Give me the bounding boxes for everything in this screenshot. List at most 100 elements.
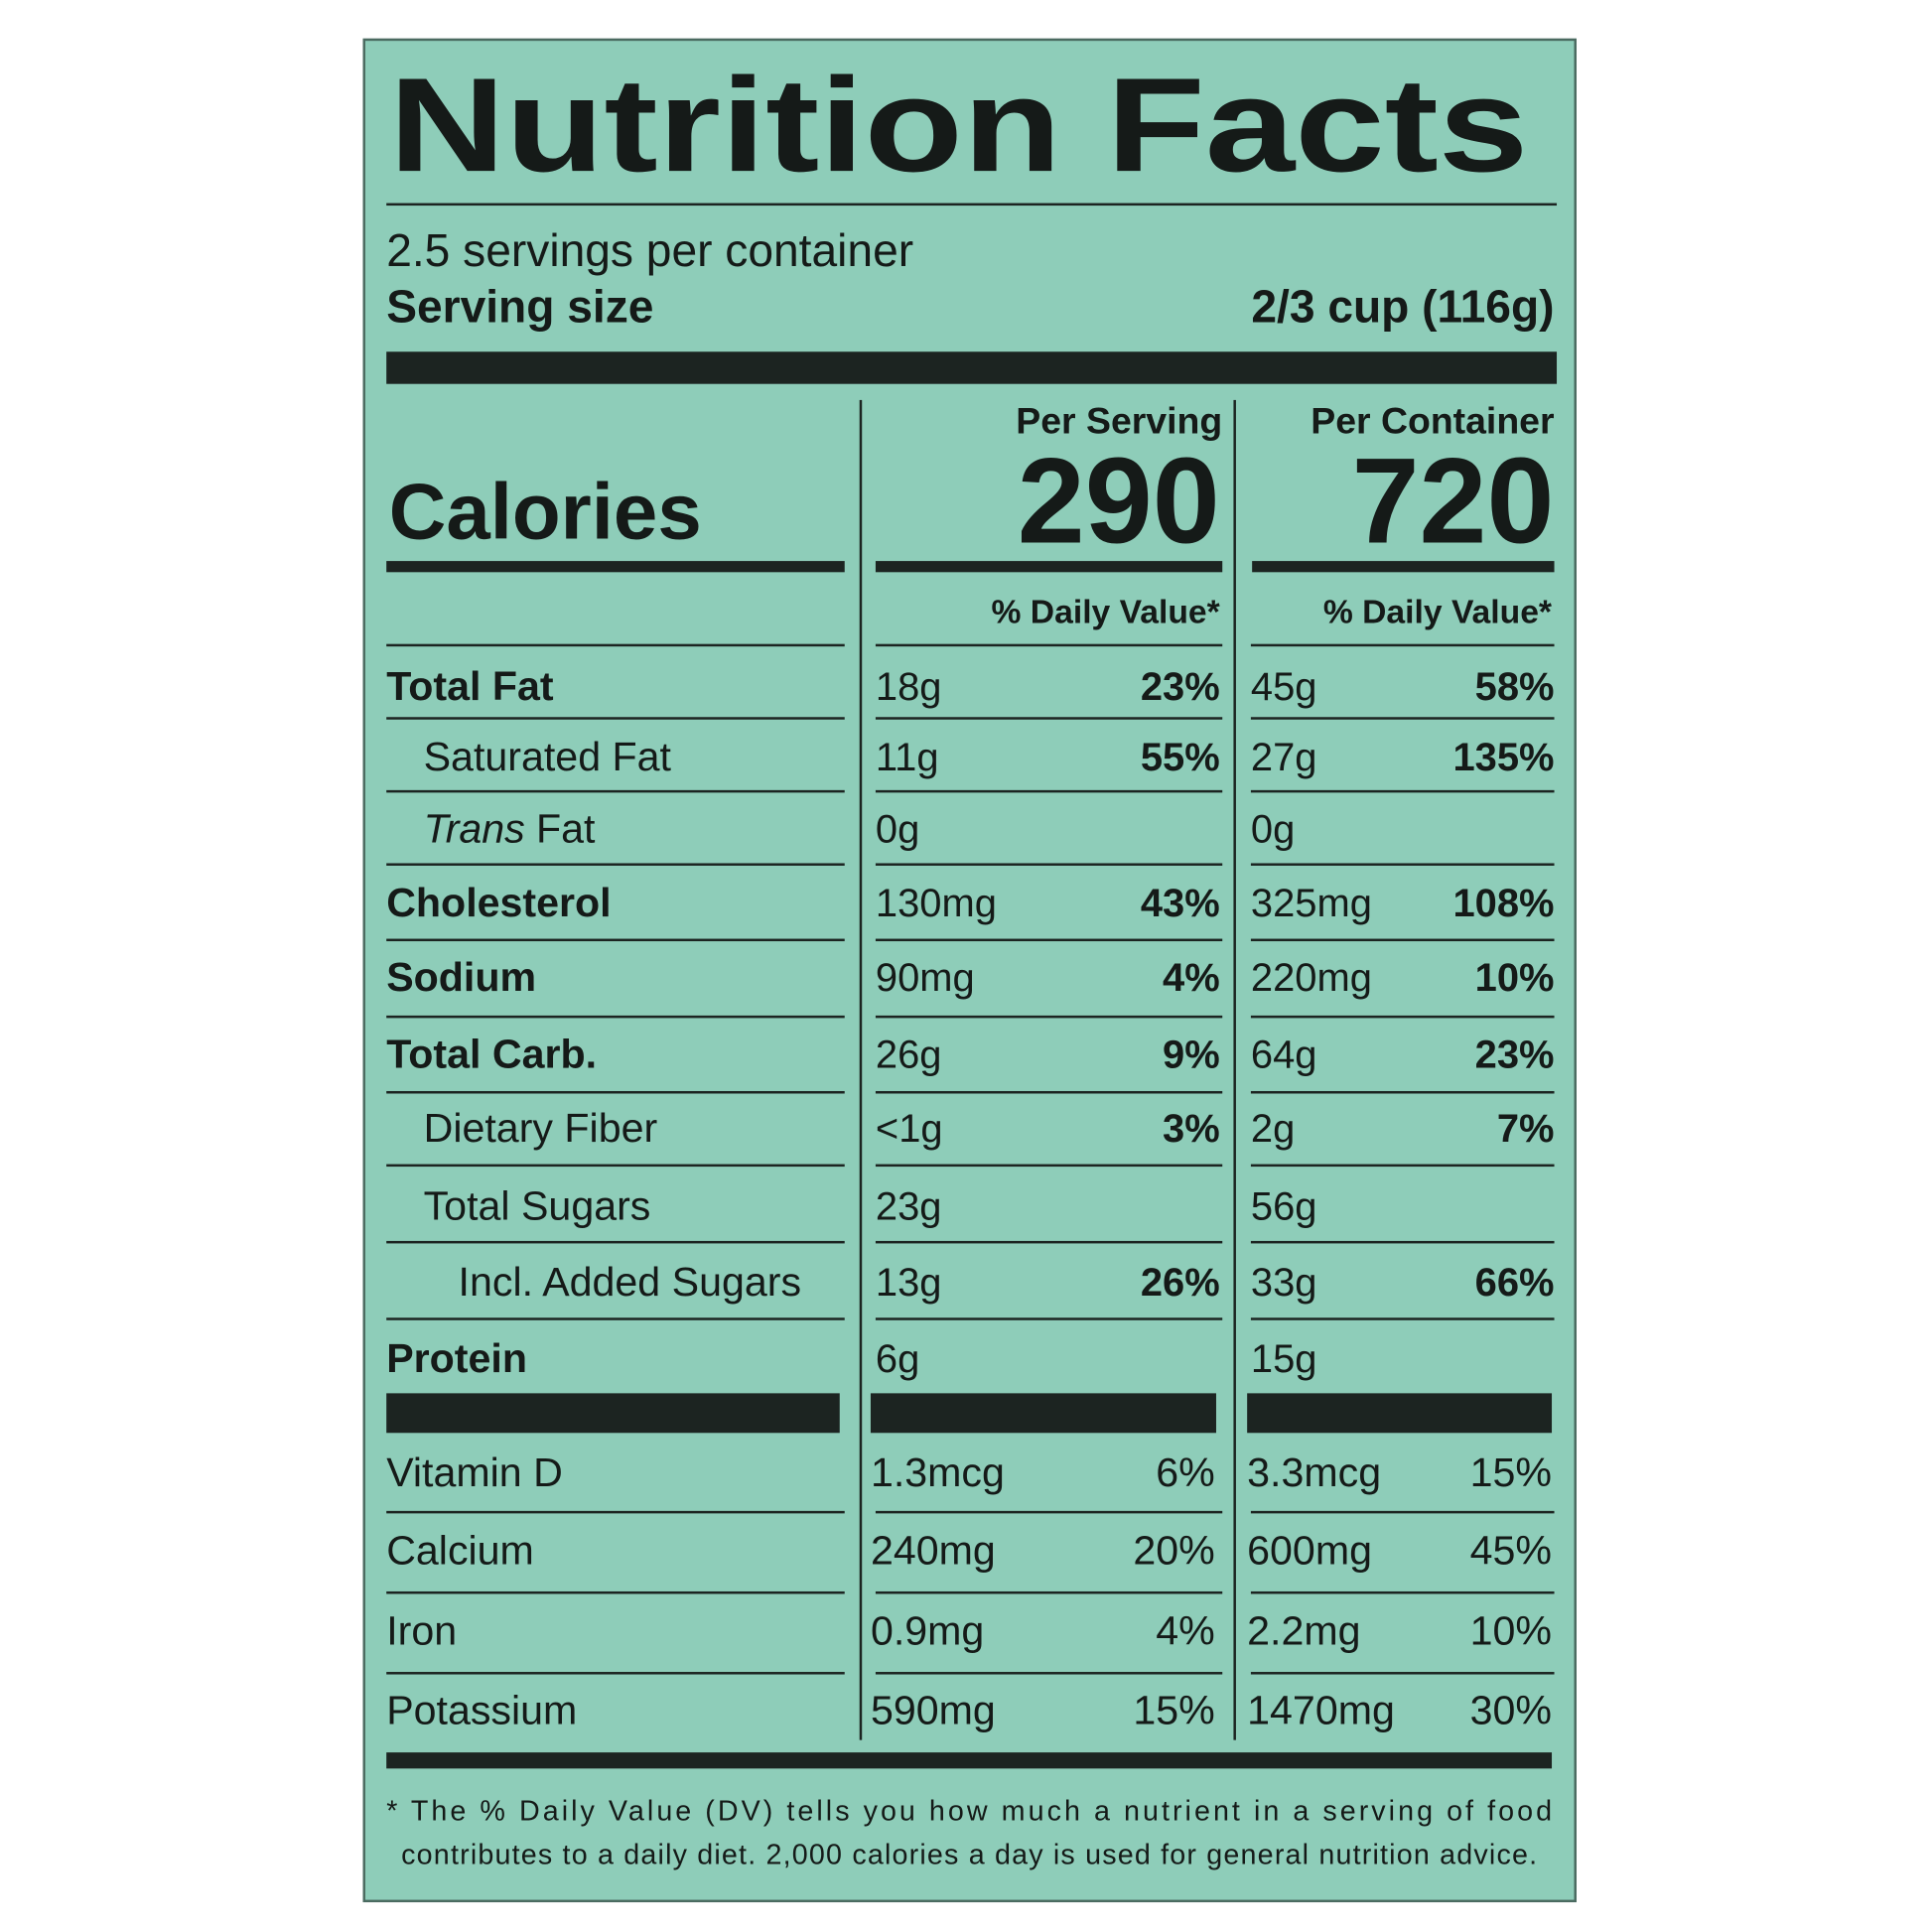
- daily-value: 15%: [1133, 1687, 1214, 1732]
- serving-size-value: 2/3 cup (116g): [1251, 280, 1554, 332]
- row-rule: [875, 1090, 1223, 1094]
- row-rule: [1250, 643, 1555, 647]
- amount: <1g: [876, 1107, 943, 1151]
- row-rule: [1250, 1590, 1555, 1594]
- calories-value: 290: [1018, 432, 1220, 568]
- daily-value: 20%: [1133, 1528, 1214, 1574]
- amount: 90mg: [876, 956, 975, 1000]
- daily-value: 43%: [1141, 882, 1220, 925]
- daily-value: 108%: [1452, 882, 1554, 925]
- row-rule: [1250, 1317, 1555, 1320]
- row-rule: [386, 1164, 845, 1168]
- daily-value: 4%: [1163, 956, 1220, 1000]
- amount: 18g: [876, 665, 942, 709]
- daily-value: 10%: [1470, 1608, 1552, 1654]
- row-rule: [1250, 1672, 1555, 1675]
- amount: 26g: [876, 1033, 942, 1076]
- row-rule: [875, 863, 1223, 866]
- row-rule: [386, 1317, 845, 1320]
- row-rule: [1250, 1090, 1555, 1094]
- amount: 23g: [876, 1185, 942, 1229]
- footnote: * The % Daily Value (DV) tells you how m…: [386, 1796, 1552, 1828]
- vitamin-name: Calcium: [386, 1528, 534, 1574]
- bar: [1252, 561, 1555, 573]
- daily-value: 23%: [1475, 1033, 1555, 1076]
- title: Nutrition Facts: [389, 50, 1529, 200]
- amount: 0.9mg: [871, 1608, 984, 1654]
- amount: 45g: [1251, 665, 1317, 709]
- amount: 33g: [1251, 1261, 1317, 1305]
- daily-value: 66%: [1475, 1261, 1555, 1305]
- row-rule: [1250, 1240, 1555, 1244]
- bar: [386, 1393, 840, 1434]
- row-rule: [386, 1090, 845, 1094]
- calories-label: Calories: [389, 468, 702, 556]
- amount: 130mg: [876, 882, 997, 925]
- nutrient-name: Cholesterol: [386, 880, 611, 925]
- daily-value: 4%: [1156, 1608, 1214, 1654]
- amount: 6g: [876, 1337, 919, 1381]
- row-rule: [386, 1240, 845, 1244]
- thick-bar: [386, 1752, 1553, 1769]
- amount: 1.3mcg: [871, 1449, 1005, 1495]
- vitamin-name: Vitamin D: [386, 1449, 563, 1495]
- daily-value: 45%: [1470, 1528, 1552, 1574]
- daily-value: 15%: [1470, 1449, 1552, 1495]
- serving-size-label: Serving size: [386, 280, 653, 332]
- row-rule: [875, 1510, 1223, 1514]
- amount: 0g: [1251, 807, 1295, 851]
- row-rule: [875, 1590, 1223, 1594]
- row-rule: [1250, 938, 1555, 942]
- nutrient-name: Total Carb.: [386, 1031, 597, 1076]
- nutrient-name: Trans Fat: [424, 805, 596, 851]
- row-rule: [875, 1672, 1223, 1675]
- amount: 56g: [1251, 1185, 1317, 1229]
- bar: [386, 561, 845, 573]
- calories-value: 720: [1352, 432, 1555, 568]
- row-rule: [1250, 1164, 1555, 1168]
- amount: 0g: [876, 807, 919, 851]
- daily-value: 7%: [1497, 1107, 1555, 1151]
- amount: 600mg: [1247, 1528, 1372, 1574]
- daily-value: 30%: [1470, 1687, 1552, 1732]
- row-rule: [386, 717, 845, 720]
- nutrient-name-rest: Fat: [536, 805, 596, 851]
- bar: [1247, 1393, 1553, 1434]
- amount: 64g: [1251, 1033, 1317, 1076]
- nutrient-name: Total Fat: [386, 663, 554, 709]
- row-rule: [875, 717, 1223, 720]
- nutrient-name: Sodium: [386, 954, 536, 1000]
- row-rule: [875, 643, 1223, 647]
- row-rule: [1250, 717, 1555, 720]
- bar: [870, 1393, 1216, 1434]
- row-rule: [1250, 1015, 1555, 1019]
- row-rule: [386, 1510, 845, 1514]
- daily-value: 23%: [1141, 665, 1220, 709]
- amount: 2g: [1251, 1107, 1295, 1151]
- column-divider: [1233, 399, 1236, 1740]
- row-rule: [875, 1317, 1223, 1320]
- amount: 11g: [876, 736, 939, 779]
- column-header: Per Serving: [1016, 400, 1222, 442]
- row-rule: [1250, 863, 1555, 866]
- vitamin-name: Iron: [386, 1608, 457, 1654]
- nutrient-name: Saturated Fat: [424, 734, 672, 779]
- row-rule: [875, 938, 1223, 942]
- amount: 15g: [1251, 1337, 1317, 1381]
- vitamin-name: Potassium: [386, 1687, 577, 1732]
- label-background: [362, 38, 1577, 1903]
- row-rule: [875, 1164, 1223, 1168]
- daily-value: 9%: [1163, 1033, 1220, 1076]
- dv-header: % Daily Value*: [992, 594, 1221, 630]
- daily-value: 26%: [1141, 1261, 1220, 1305]
- row-rule: [875, 1240, 1223, 1244]
- daily-value: 55%: [1141, 736, 1220, 779]
- row-rule: [386, 938, 845, 942]
- row-rule: [386, 789, 845, 793]
- rule: [386, 203, 1558, 207]
- row-rule: [386, 863, 845, 866]
- daily-value: 10%: [1475, 956, 1555, 1000]
- dv-header: % Daily Value*: [1323, 594, 1553, 630]
